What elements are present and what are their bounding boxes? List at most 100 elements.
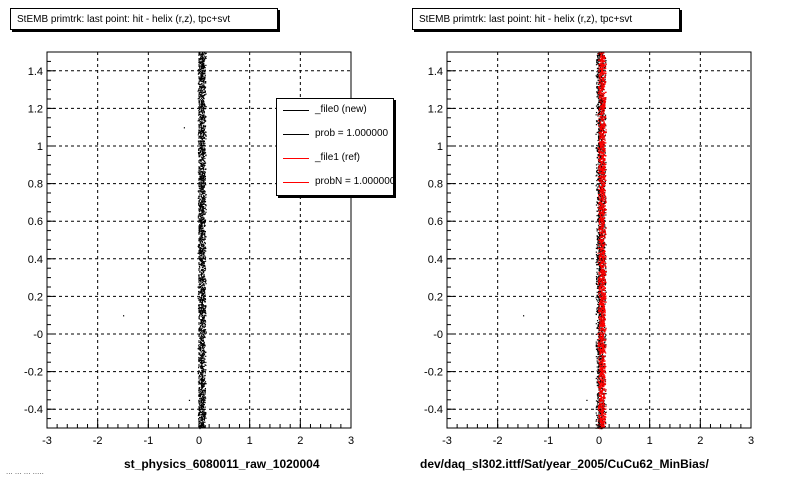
data-point [596, 83, 598, 85]
data-point [200, 349, 202, 351]
data-point [203, 294, 205, 296]
data-point [199, 185, 201, 188]
data-point [199, 132, 201, 134]
data-point [596, 279, 598, 281]
data-point [597, 396, 599, 398]
data-point [596, 283, 598, 285]
data-point [198, 395, 200, 397]
data-point [598, 60, 600, 63]
data-point [198, 308, 200, 310]
data-point [599, 177, 601, 180]
data-point [204, 150, 206, 152]
data-point [202, 249, 204, 251]
data-point [203, 225, 205, 227]
data-point [198, 209, 200, 211]
data-point [599, 64, 601, 66]
data-point [202, 238, 204, 241]
data-point [605, 179, 607, 182]
data-point [201, 212, 203, 214]
data-point [595, 261, 597, 264]
data-point [600, 123, 602, 126]
data-point [598, 178, 600, 180]
data-point [203, 256, 205, 258]
data-point [201, 413, 204, 415]
data-point [604, 198, 606, 200]
data-point [201, 209, 203, 211]
data-point [201, 417, 204, 419]
data-point [201, 197, 203, 199]
data-point [202, 231, 205, 233]
data-point [201, 179, 203, 181]
data-point [203, 60, 205, 63]
data-point [604, 301, 606, 303]
data-point [201, 356, 203, 358]
data-point [199, 223, 201, 226]
data-point [201, 373, 203, 375]
data-point [199, 219, 202, 222]
data-point [199, 411, 201, 414]
data-point [199, 306, 202, 309]
data-point [200, 132, 202, 134]
data-point [199, 349, 201, 351]
data-point [202, 390, 204, 392]
data-point [203, 424, 205, 426]
data-point [198, 315, 201, 317]
data-point [199, 96, 201, 99]
data-point [599, 111, 601, 113]
data-point [203, 79, 205, 81]
data-point [199, 328, 201, 331]
data-point [202, 187, 204, 189]
data-point [600, 274, 602, 276]
data-point [203, 311, 205, 314]
data-point [200, 338, 202, 340]
data-point [198, 177, 201, 179]
data-point [201, 110, 203, 112]
data-point [202, 230, 204, 232]
data-point [201, 288, 203, 290]
data-point [200, 213, 202, 216]
data-point [596, 167, 598, 169]
data-point [198, 106, 200, 109]
data-point [595, 59, 598, 61]
data-point [201, 119, 203, 121]
data-point [197, 297, 199, 299]
data-point [200, 325, 202, 327]
data-point [199, 358, 201, 360]
data-point [598, 370, 600, 372]
data-point [204, 201, 206, 203]
data-point [201, 66, 203, 69]
data-point [201, 114, 203, 116]
data-point [605, 421, 607, 423]
data-point [200, 345, 202, 347]
data-point [200, 382, 202, 384]
data-point [199, 244, 201, 246]
data-point [596, 131, 598, 134]
data-point [202, 292, 205, 294]
data-point [198, 344, 200, 346]
data-point [599, 126, 601, 128]
data-point [204, 90, 206, 92]
data-point [199, 242, 201, 244]
data-point [595, 111, 598, 114]
data-point [203, 365, 205, 367]
data-point [602, 74, 604, 76]
data-point [200, 278, 202, 281]
data-point [203, 140, 206, 143]
data-point [597, 79, 599, 81]
data-point [200, 234, 202, 236]
data-point [600, 165, 603, 167]
data-point [198, 387, 201, 389]
data-point [201, 205, 203, 207]
data-point [203, 382, 206, 384]
data-point [200, 99, 202, 101]
data-point [598, 389, 600, 391]
data-point [600, 85, 602, 88]
data-point [199, 72, 201, 74]
data-point [599, 156, 602, 158]
data-point [199, 394, 201, 397]
data-point [595, 175, 597, 177]
data-point [597, 286, 600, 288]
data-point [200, 391, 202, 393]
data-point [200, 358, 203, 360]
data-point [595, 408, 597, 410]
